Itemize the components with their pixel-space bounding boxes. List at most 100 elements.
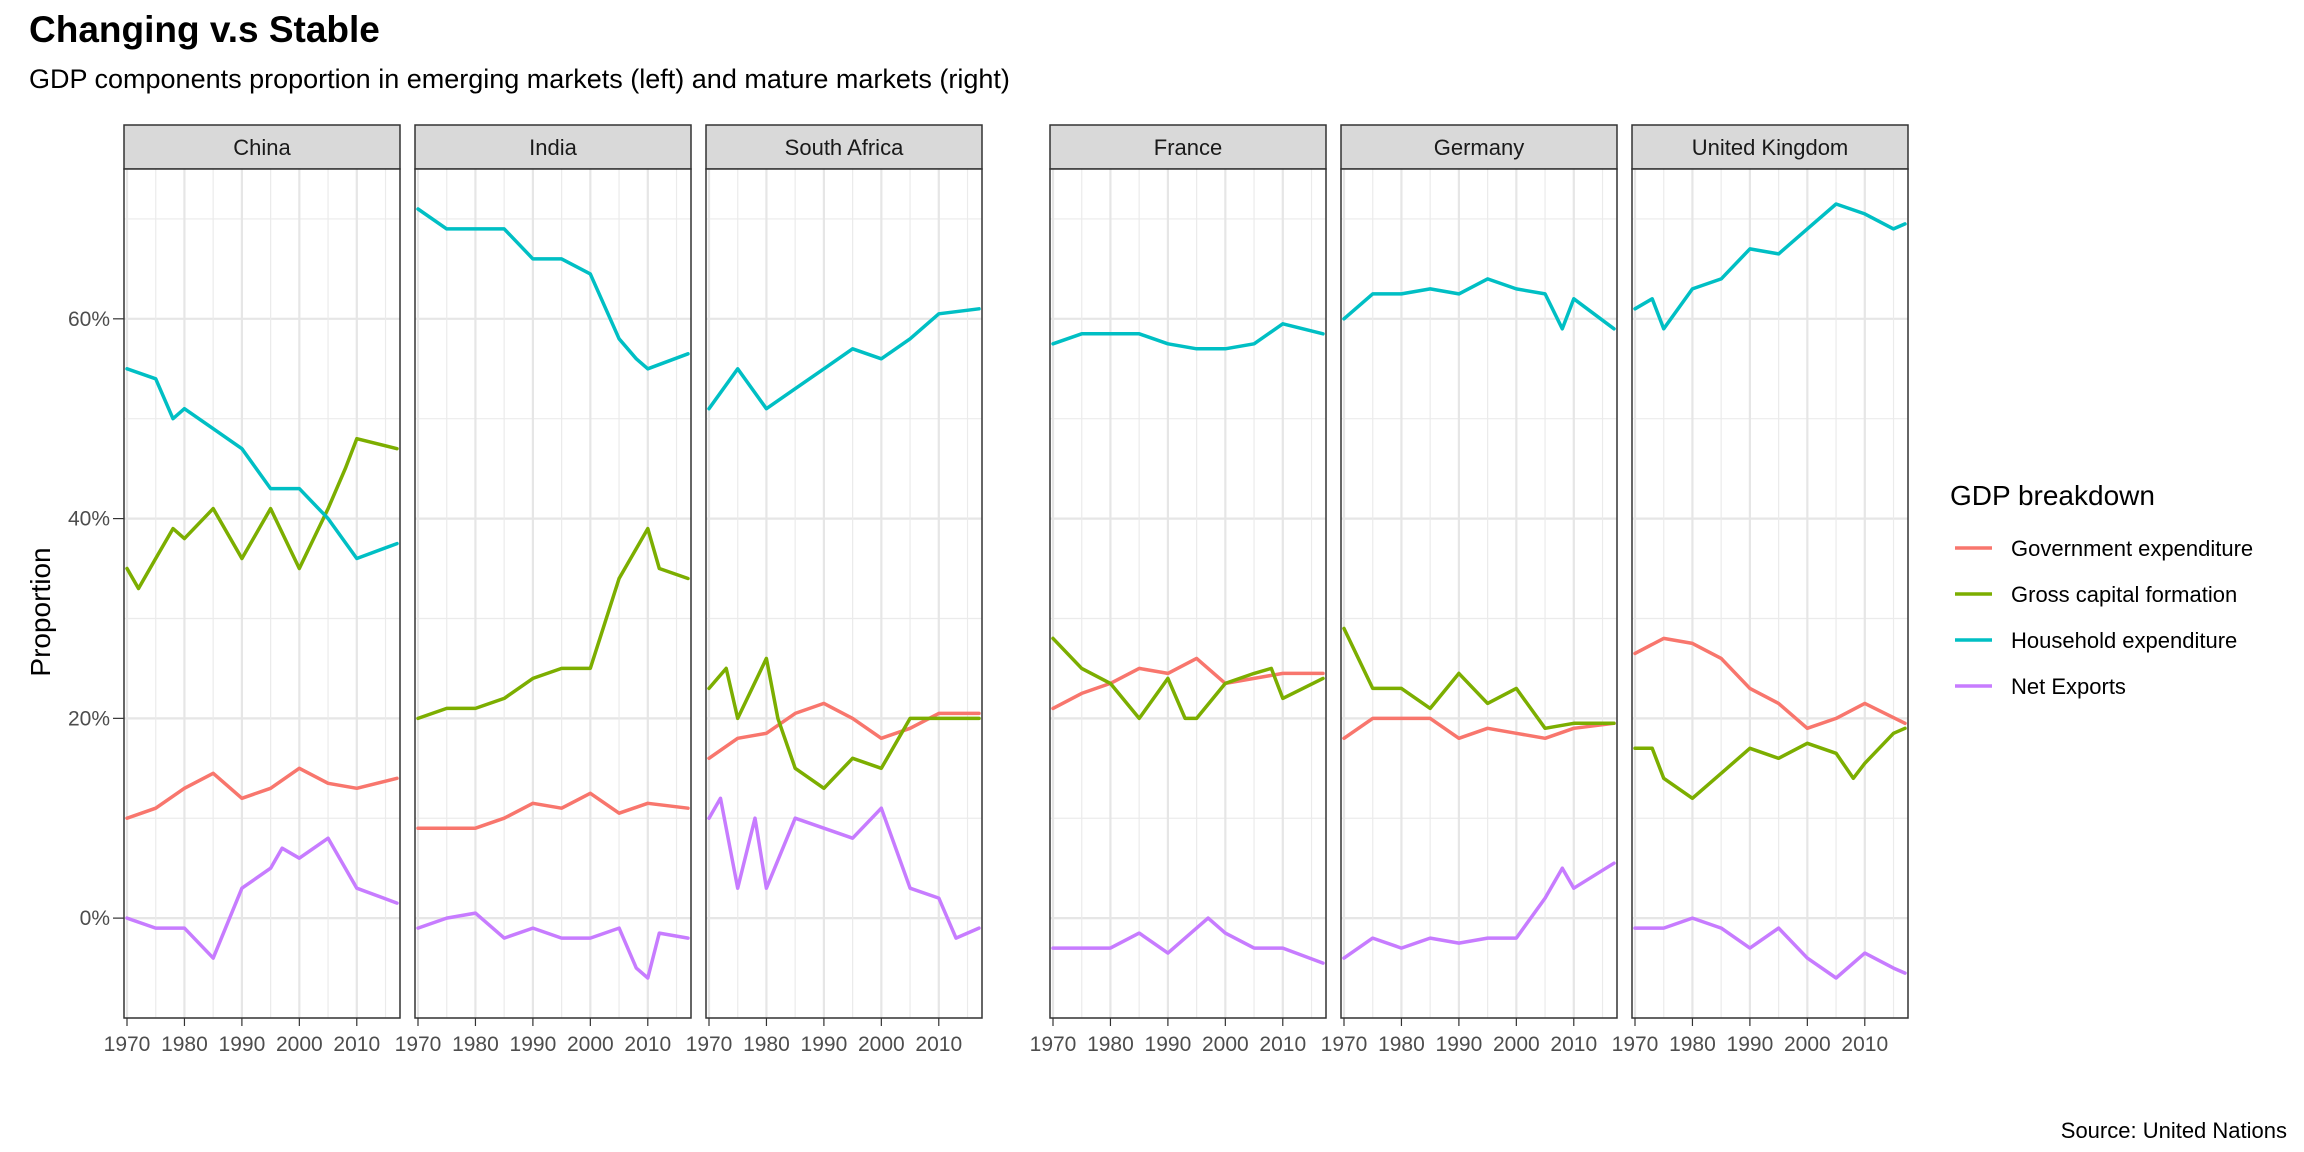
x-axis: 1970 1980 1990 2000 2010 <box>1321 1018 1597 1056</box>
series-line-gross-capital-formation <box>707 656 981 791</box>
series-line-household-expenditure <box>1051 322 1325 351</box>
series-line-household-expenditure <box>125 367 399 561</box>
chart-title: Changing v.s Stable <box>29 9 380 50</box>
x-tick-label: 1980 <box>743 1033 790 1056</box>
series-line-gross-capital-formation <box>1051 636 1325 721</box>
legend-label: Household expenditure <box>2011 628 2237 653</box>
facet-label: Germany <box>1434 135 1524 160</box>
series-line-net-exports <box>1342 861 1616 960</box>
facet-strip <box>1049 124 1327 170</box>
y-tick-label: 40% <box>68 508 110 531</box>
gridlines <box>124 169 400 1019</box>
chart-caption: Source: United Nations <box>2061 1118 2287 1143</box>
x-tick-label: 2000 <box>1493 1033 1540 1056</box>
chart-subtitle: GDP components proportion in emerging ma… <box>29 64 1010 94</box>
legend-title: GDP breakdown <box>1950 480 2155 511</box>
x-tick-label: 2010 <box>624 1033 671 1056</box>
x-tick-label: 2000 <box>858 1033 905 1056</box>
series-line-net-exports <box>125 836 399 960</box>
x-axis: 1970 1980 1990 2000 2010 <box>686 1018 962 1056</box>
x-tick-label: 1980 <box>1087 1033 1134 1056</box>
x-axis: 1970 1980 1990 2000 2010 <box>395 1018 671 1056</box>
x-tick-label: 2000 <box>276 1033 323 1056</box>
x-tick-label: 1970 <box>395 1033 442 1056</box>
legend-label: Government expenditure <box>2011 536 2253 561</box>
gridlines <box>1632 169 1908 1019</box>
panel-south-africa: South Africa 1970 1980 1990 2000 2010 <box>686 124 983 1056</box>
series-line-household-expenditure <box>1342 277 1616 331</box>
facet-strip <box>1631 124 1909 170</box>
facet-label: India <box>529 135 577 160</box>
panel-france: France 1970 1980 1990 2000 2010 <box>1030 124 1327 1056</box>
series-line-government-expenditure <box>707 701 981 761</box>
x-axis: 1970 1980 1990 2000 2010 <box>1030 1018 1306 1056</box>
facet-strip <box>705 124 983 170</box>
x-tick-label: 1990 <box>1727 1033 1774 1056</box>
facet-strip <box>123 124 401 170</box>
facet-label: France <box>1154 135 1222 160</box>
panel-border <box>705 168 983 1019</box>
x-tick-label: 2000 <box>1202 1033 1249 1056</box>
gridlines <box>1341 169 1617 1019</box>
panel-background <box>415 169 691 1018</box>
panel-india: India 1970 1980 1990 2000 2010 <box>395 124 692 1056</box>
x-tick-label: 1980 <box>1378 1033 1425 1056</box>
panel-border <box>1631 168 1909 1019</box>
series-line-net-exports <box>1633 916 1907 980</box>
panel-background <box>1341 169 1617 1018</box>
series-line-net-exports <box>1051 916 1325 965</box>
legend: GDP breakdown Government expenditure Gros… <box>1950 480 2253 699</box>
series-line-household-expenditure <box>707 307 981 411</box>
facet-label: South Africa <box>785 135 904 160</box>
x-tick-label: 2010 <box>333 1033 380 1056</box>
x-tick-label: 1970 <box>1030 1033 1077 1056</box>
panel-border <box>1049 168 1327 1019</box>
series-line-gross-capital-formation <box>1633 726 1907 801</box>
series-line-gross-capital-formation <box>416 526 690 721</box>
series-line-government-expenditure <box>1342 716 1616 741</box>
y-axis: 0% 20% 40% 60% <box>68 308 124 930</box>
panel-border <box>123 168 401 1019</box>
legend-item-government-expenditure: Government expenditure <box>1955 536 2253 561</box>
series-line-net-exports <box>416 911 690 980</box>
x-tick-label: 1980 <box>452 1033 499 1056</box>
legend-label: Net Exports <box>2011 674 2126 699</box>
panel-background <box>706 169 982 1018</box>
x-tick-label: 1990 <box>1436 1033 1483 1056</box>
x-tick-label: 2010 <box>1550 1033 1597 1056</box>
x-tick-label: 1970 <box>104 1033 151 1056</box>
y-tick-label: 60% <box>68 308 110 331</box>
x-tick-label: 2000 <box>1784 1033 1831 1056</box>
panel-border <box>414 168 692 1019</box>
y-tick-label: 20% <box>68 707 110 730</box>
x-tick-label: 2000 <box>567 1033 614 1056</box>
legend-item-gross-capital-formation: Gross capital formation <box>1955 582 2237 607</box>
facet-label: United Kingdom <box>1692 135 1849 160</box>
x-tick-label: 1980 <box>161 1033 208 1056</box>
y-tick-label: 0% <box>80 907 110 930</box>
x-tick-label: 1970 <box>1321 1033 1368 1056</box>
legend-label: Gross capital formation <box>2011 582 2237 607</box>
x-tick-label: 1990 <box>219 1033 266 1056</box>
panel-united-kingdom: United Kingdom 1970 1980 1990 2000 2010 <box>1612 124 1909 1056</box>
series-line-household-expenditure <box>1633 202 1907 331</box>
series-line-government-expenditure <box>1051 656 1325 711</box>
series-line-government-expenditure <box>416 791 690 830</box>
series-line-gross-capital-formation <box>1342 626 1616 731</box>
x-tick-label: 2010 <box>915 1033 962 1056</box>
x-tick-label: 2010 <box>1259 1033 1306 1056</box>
panel-background <box>1050 169 1326 1018</box>
legend-items: Government expenditure Gross capital form… <box>1955 536 2253 699</box>
x-tick-label: 1970 <box>1612 1033 1659 1056</box>
panel-china: China 1970 1980 1990 2000 2010 <box>104 124 401 1056</box>
series-line-government-expenditure <box>1633 636 1907 731</box>
legend-item-net-exports: Net Exports <box>1955 674 2126 699</box>
panel-border <box>1340 168 1618 1019</box>
series-line-household-expenditure <box>416 207 690 371</box>
gridlines <box>415 169 691 1019</box>
gridlines <box>1050 169 1326 1019</box>
x-axis: 1970 1980 1990 2000 2010 <box>104 1018 380 1056</box>
series-line-net-exports <box>707 796 981 940</box>
